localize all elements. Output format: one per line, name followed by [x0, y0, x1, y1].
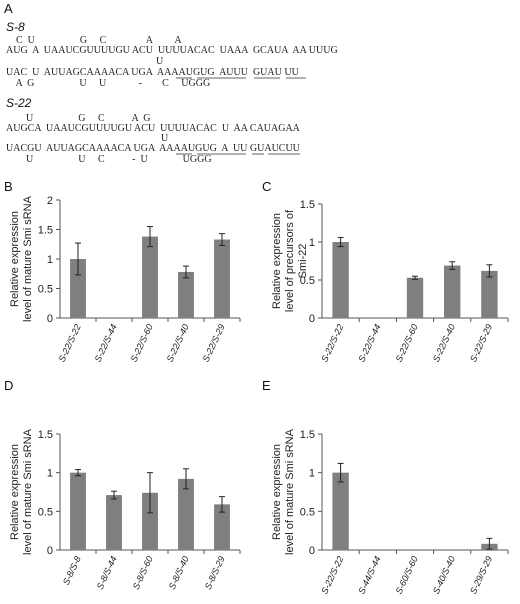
category-label: S-22/S-44 — [93, 323, 119, 364]
category-label: S-22/S-60 — [129, 323, 155, 364]
s22-row-3: U — [6, 133, 169, 144]
s22-row-5: U U C - U UGGG — [6, 154, 212, 165]
bar — [481, 270, 498, 318]
category-label: S-8/S-40 — [167, 555, 191, 591]
bar — [70, 472, 86, 550]
category-label: S-22/S-44 — [356, 323, 382, 364]
y-tick-label: 0.5 — [38, 284, 53, 296]
panel-label-a: A — [4, 1, 13, 16]
bar — [214, 239, 230, 318]
bar — [70, 259, 86, 318]
bar — [178, 271, 194, 318]
y-tick-label: 1 — [47, 254, 53, 266]
bar — [214, 504, 230, 550]
y-axis-label: Relative expression — [9, 211, 21, 307]
panel-label-b: B — [4, 179, 13, 194]
bar — [332, 472, 349, 550]
panel-label-d: D — [4, 378, 13, 393]
category-label: S-8/S-29 — [203, 555, 227, 591]
y-tick-label: 1 — [47, 468, 53, 480]
y-axis-label: level of mature Smi sRNA — [22, 195, 34, 322]
chart-b: 0 0.5 1 1.5 2 Relative expression level of mat… — [9, 195, 241, 364]
s8-row-5: A G U U - C UGGG — [6, 78, 210, 89]
s8-row-2: AUG A UAAUCGUUUUGU ACU UUUUACAC UAAA GCA… — [6, 45, 338, 56]
y-tick-label: 2 — [47, 195, 53, 207]
s22-row-2: AUGCA UAAUCGUUUUGU ACU UUUUACAC U AA CAU… — [6, 123, 301, 134]
s8-row-1: C U G C A A — [6, 35, 209, 46]
category-label: S-22/S-60 — [394, 323, 420, 364]
category-label: S-40/S-40 — [431, 555, 457, 596]
y-tick-label: 1.5 — [38, 225, 53, 237]
y-axis-label: Relative expression — [271, 444, 283, 540]
y-tick-label: 1.5 — [38, 429, 53, 441]
structure-name-s22: S-22 — [6, 96, 32, 110]
y-axis-label: Smi-22 — [297, 244, 309, 279]
y-tick-label: 0 — [47, 313, 53, 325]
s22-row-1: U G C A G — [6, 113, 150, 124]
y-tick-label: 1 — [309, 237, 315, 249]
s8-row-4: UAC U AUUAGCAAAACA UGA AAAAUGUG AUUU GUA… — [6, 67, 300, 78]
category-label: S-22/S-29 — [201, 323, 227, 364]
category-label: S-29/S-29 — [468, 555, 494, 596]
s22-row-4: UACGU AUUAGCAAAACA UGA AAAAUGUG A UU GUA… — [6, 143, 301, 154]
y-tick-label: 1 — [309, 468, 315, 480]
s8-row-3: U — [6, 56, 164, 67]
y-tick-label: 0.5 — [300, 506, 315, 518]
y-axis-label: level of mature Smi sRNA — [284, 428, 296, 555]
panel-label-e: E — [262, 378, 271, 393]
bar — [106, 495, 122, 550]
structure-name-s8: S-8 — [6, 20, 25, 34]
bar — [406, 277, 424, 318]
category-label: S-8/S-60 — [131, 555, 155, 591]
bar — [178, 478, 194, 550]
category-label: S-22/S-40 — [165, 323, 191, 364]
y-tick-label: 1.5 — [300, 429, 315, 441]
bar — [142, 492, 158, 550]
category-label: S-60/S-60 — [394, 555, 420, 596]
panel-label-c: C — [262, 179, 271, 194]
y-tick-label: 0 — [47, 545, 53, 557]
y-axis-label: level of precursors of — [284, 209, 296, 312]
bar — [332, 242, 349, 318]
category-label: S-8/S-44 — [95, 555, 119, 591]
y-axis-label: level of mature Smi sRNA — [22, 428, 34, 555]
y-axis-label: Relative expression — [271, 213, 283, 309]
category-label: S-22/S-22 — [319, 555, 345, 596]
category-label: S-22/S-22 — [57, 323, 83, 364]
y-tick-label: 0 — [309, 313, 315, 325]
category-label: S-22/S-22 — [319, 323, 345, 364]
chart-d: 0 0.5 1 1.5 Relative expression level of matu… — [9, 428, 241, 591]
y-tick-label: 0 — [309, 545, 315, 557]
y-axis-label: Relative expression — [9, 444, 21, 540]
y-tick-label: 1.5 — [300, 199, 315, 211]
y-tick-label: 0.5 — [300, 275, 315, 287]
chart-c: 0 0.5 1 1.5 Relative expression level of prec… — [271, 199, 509, 364]
category-label: S-22/S-40 — [431, 323, 457, 364]
bar — [142, 236, 158, 318]
chart-e: 0 0.5 1 1.5 Relative expression level of matu… — [271, 428, 509, 596]
bar — [444, 265, 461, 318]
y-tick-label: 0.5 — [38, 506, 53, 518]
category-label: S-8/S-8 — [61, 555, 83, 587]
category-label: S-22/S-29 — [468, 323, 494, 364]
category-label: S-44/S-44 — [356, 555, 382, 596]
